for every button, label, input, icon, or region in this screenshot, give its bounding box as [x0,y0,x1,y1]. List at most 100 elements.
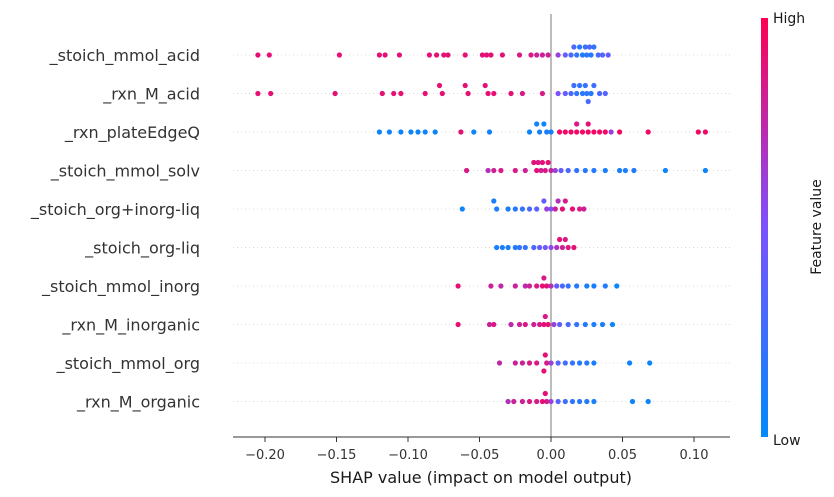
shap-point [562,129,568,135]
shap-point [516,244,523,251]
shap-point [562,398,568,405]
colorbar-low-label: Low [773,433,801,449]
shap-point [574,321,580,328]
shap-point [555,90,561,97]
shap-point [597,129,603,135]
shap-point [436,82,443,89]
shap-point [534,283,540,289]
shap-point [464,167,470,174]
shap-point [585,121,591,127]
shap-point [539,283,546,289]
shap-point [562,236,568,243]
shap-point [266,52,272,58]
shap-point [631,167,637,174]
shap-point [499,52,505,58]
shap-point [557,236,563,243]
shap-point [591,398,597,405]
shap-point [591,360,597,366]
shap-point [647,360,653,366]
shap-point [579,52,586,58]
shap-point [605,52,611,58]
shap-point [544,206,550,212]
shap-point [434,52,440,58]
shap-point [555,360,561,366]
shap-point [522,167,528,174]
shap-point [534,206,540,212]
shap-point [526,398,533,405]
shap-point [614,283,620,289]
shap-point [499,244,505,251]
shap-point [519,206,526,212]
shap-point [597,90,603,97]
shap-point [548,244,554,251]
shap-point [548,283,554,289]
shap-point [548,398,554,405]
shap-point [491,90,497,97]
shap-point [471,129,477,135]
shap-point [577,360,583,366]
shap-point [491,321,497,328]
shap-point [531,159,537,166]
shap-point [702,167,709,174]
x-tick-label: 0.00 [537,448,566,463]
shap-point [582,44,588,50]
shap-point [548,206,554,212]
shap-point [544,129,550,135]
shap-point [588,52,594,58]
shap-point [627,360,633,366]
shap-point [494,206,500,212]
shap-point [557,129,563,135]
shap-point [544,398,550,405]
colorbar-title: Feature value [809,179,825,275]
shap-point [531,244,537,251]
x-axis-ticks: −0.20 −0.15 −0.10 −0.05 0.00 0.05 0.10 [245,437,708,463]
shap-point [591,321,597,328]
shap-point [595,52,601,58]
shap-point [426,52,432,58]
shap-point [519,90,526,97]
shap-point [548,129,554,135]
shap-point [496,360,503,366]
shap-point [482,82,488,89]
shap-point [255,52,261,58]
colorbar [761,18,768,437]
shap-point [498,283,504,289]
feature-label: _rxn_plateEdgeQ [64,123,200,143]
shap-point [537,129,543,135]
shap-point [485,167,491,174]
shap-point [528,52,534,58]
shap-point [542,313,548,320]
shap-point [574,283,580,289]
x-tick-label: −0.10 [388,448,428,463]
shap-point [548,360,554,366]
shap-point [571,44,577,50]
shap-point [569,398,576,405]
shap-point [577,82,583,89]
shap-point [558,167,564,174]
shap-point [571,244,577,251]
shap-point [587,44,593,50]
shap-point [582,82,588,89]
shap-point [508,90,514,97]
shap-point [415,129,421,135]
shap-point [268,90,274,97]
shap-point [545,159,551,166]
shap-point [542,390,548,397]
shap-point [458,129,464,135]
shap-point [522,244,528,251]
shap-point [568,129,574,135]
shap-point [585,98,591,105]
shap-point [255,90,261,97]
shap-point [559,206,566,212]
shap-point [574,90,580,97]
shap-point [555,198,561,204]
shap-point [579,90,586,97]
shap-point [479,52,485,58]
shap-point [584,398,590,405]
shap-point [562,360,568,366]
shap-point [645,129,651,135]
shap-point [531,321,537,328]
shap-point [505,244,511,251]
shap-point [455,321,461,328]
shap-point [551,321,557,328]
